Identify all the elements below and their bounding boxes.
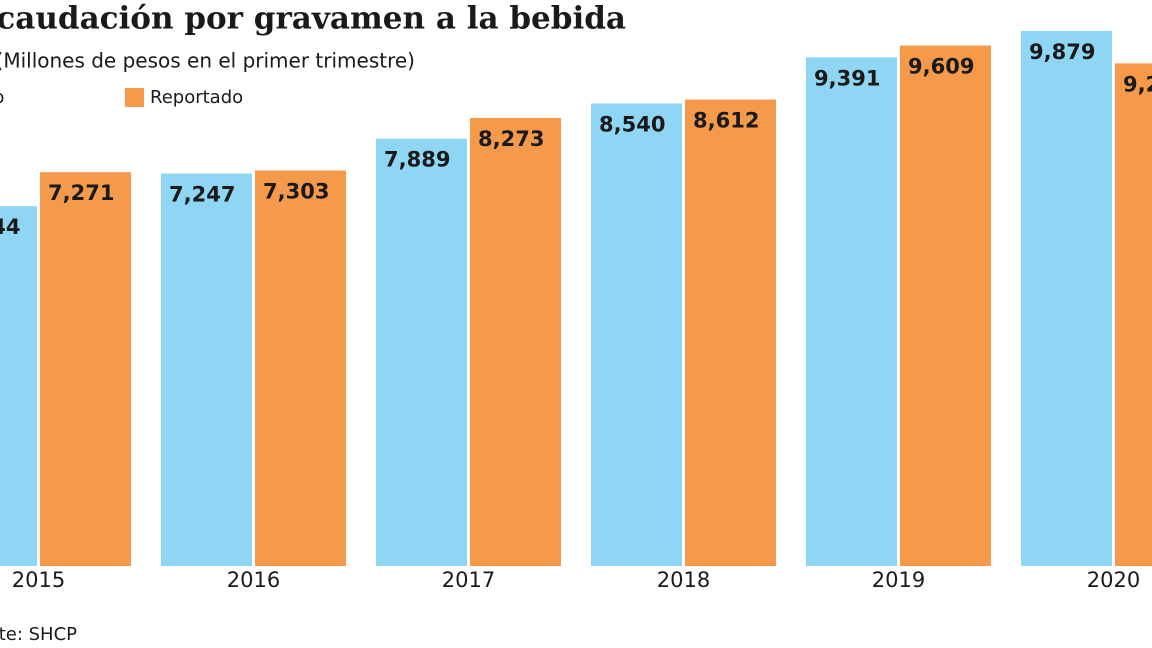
data-label: 8,540 xyxy=(599,112,665,136)
data-label: 9,280 xyxy=(1123,72,1152,96)
x-tick-label: 2020 xyxy=(1087,568,1140,592)
chart-title: Recaudación por gravamen a la bebida xyxy=(0,1,626,37)
x-tick-label: 2018 xyxy=(657,568,710,592)
bar xyxy=(685,99,776,567)
bar xyxy=(1115,63,1152,567)
data-label: 7,247 xyxy=(169,182,235,206)
x-tick-label: 2017 xyxy=(442,568,495,592)
bar xyxy=(161,173,252,566)
bar xyxy=(470,117,561,566)
bar xyxy=(376,138,467,566)
x-tick-label: 2019 xyxy=(872,568,925,592)
bar xyxy=(0,206,37,566)
legend-label: Reportado xyxy=(150,87,243,108)
data-label: 9,391 xyxy=(814,66,880,90)
data-label: 9,609 xyxy=(908,55,974,79)
source-note: Fuente: SHCP xyxy=(0,624,77,645)
bar xyxy=(591,103,682,566)
bar xyxy=(40,172,131,566)
bar xyxy=(1021,30,1112,567)
legend: Programado Reportado xyxy=(0,87,243,108)
chart-subtitle: (Millones de pesos en el primer trimestr… xyxy=(0,49,415,73)
data-label: 8,273 xyxy=(478,127,544,151)
data-label: 7,303 xyxy=(263,179,329,203)
bar xyxy=(806,57,897,566)
data-label: 7,271 xyxy=(48,181,114,205)
x-tick-label: 2015 xyxy=(12,568,65,592)
data-label: 6,644 xyxy=(0,215,20,239)
data-label: 9,879 xyxy=(1029,40,1095,64)
legend-swatch xyxy=(125,88,144,107)
data-label: 8,612 xyxy=(693,109,759,133)
data-label: 7,889 xyxy=(384,148,450,172)
bar xyxy=(900,45,991,567)
legend-label: Programado xyxy=(0,87,4,108)
x-tick-label: 2016 xyxy=(227,568,280,592)
bar xyxy=(255,170,346,566)
